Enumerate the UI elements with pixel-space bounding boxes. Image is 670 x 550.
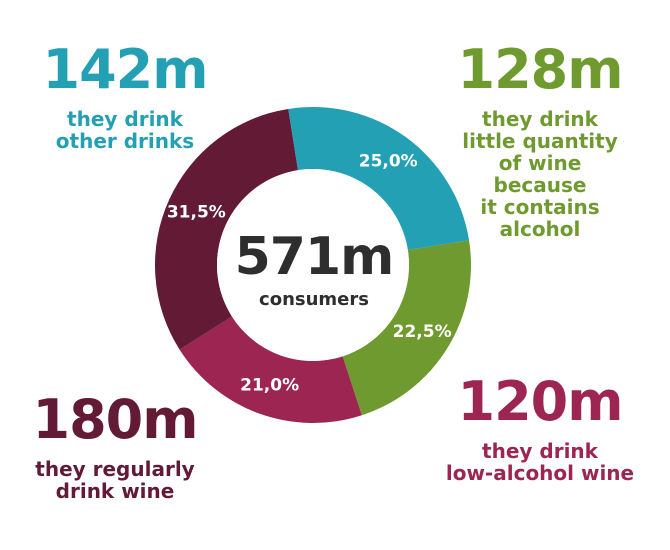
- callout-little-wine-desc: they drink little quantity of wine becau…: [440, 108, 640, 240]
- slice-percent-label: 22,5%: [393, 322, 452, 342]
- callout-regular-wine-desc: they regularly drink wine: [10, 458, 220, 502]
- callout-line: they drink: [482, 107, 598, 131]
- callout-little-wine-count: 128m: [457, 38, 624, 101]
- donut-slice: [179, 316, 362, 423]
- callout-low-alcohol-wine-desc: they drink low-alcohol wine: [420, 440, 660, 484]
- callout-line: drink wine: [55, 479, 175, 503]
- callout-low-alcohol-wine-count: 120m: [457, 370, 624, 433]
- callout-line: of wine: [498, 151, 582, 175]
- callout-line: other drinks: [55, 129, 195, 153]
- donut-center: 571m consumers: [214, 230, 414, 310]
- callout-low-alcohol-wine: 120m they drink low-alcohol wine: [420, 370, 660, 485]
- callout-other-drinks-desc: they drink other drinks: [30, 108, 220, 152]
- callout-line: little quantity: [462, 129, 618, 153]
- callout-regular-wine: 180m they regularly drink wine: [10, 388, 220, 503]
- donut-slice: [155, 108, 298, 350]
- total-consumers-label: consumers: [259, 289, 369, 310]
- callout-line: they regularly: [35, 457, 195, 481]
- callout-line: they drink: [67, 107, 183, 131]
- slice-percent-label: 31,5%: [167, 202, 226, 222]
- callout-other-drinks-count: 142m: [42, 38, 209, 101]
- callout-line: low-alcohol wine: [445, 461, 635, 485]
- callout-line: it contains: [480, 195, 600, 219]
- slice-percent-label: 25,0%: [359, 151, 418, 171]
- callout-line: alcohol: [499, 217, 581, 241]
- callout-little-wine: 128m they drink little quantity of wine …: [440, 38, 640, 241]
- callout-line: because: [493, 173, 587, 197]
- total-consumers-value: 571m: [234, 227, 395, 287]
- slice-percent-label: 21,0%: [240, 375, 299, 395]
- callout-other-drinks: 142m they drink other drinks: [30, 38, 220, 153]
- callout-regular-wine-count: 180m: [32, 388, 199, 451]
- donut-slice: [288, 106, 470, 250]
- callout-line: they drink: [482, 439, 598, 463]
- donut-hole: [217, 169, 409, 361]
- donut-slice: [342, 240, 471, 416]
